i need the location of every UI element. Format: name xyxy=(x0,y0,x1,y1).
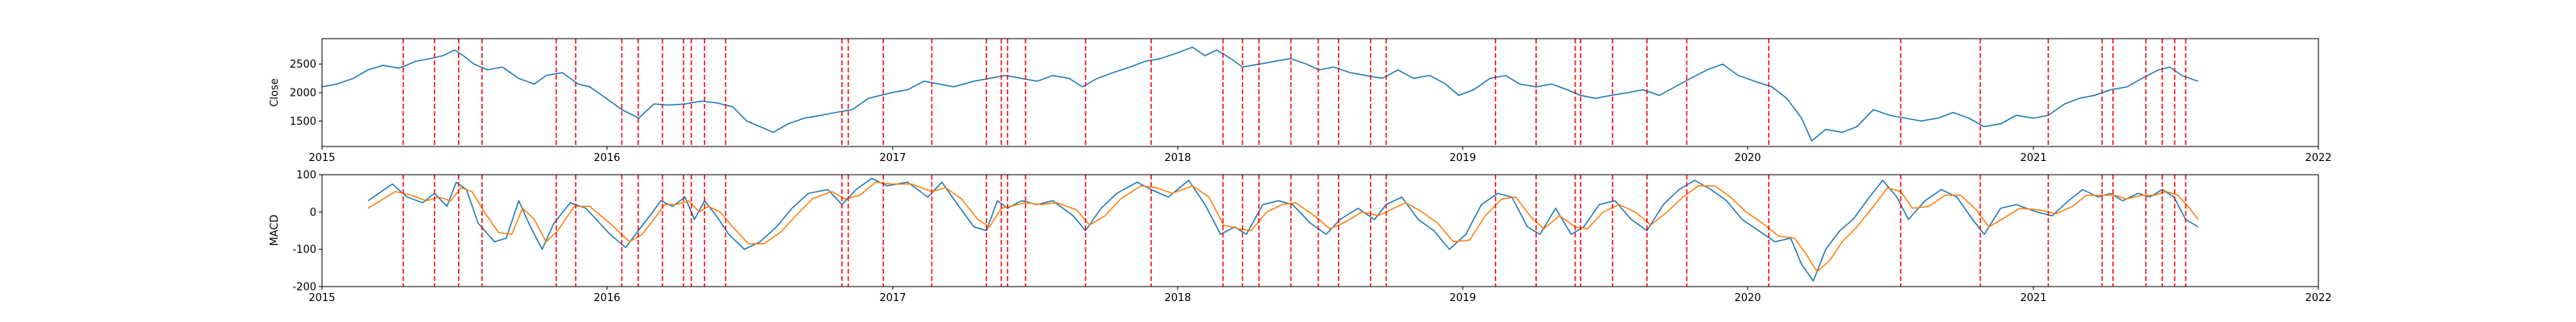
macd-series-line-1 xyxy=(367,181,2199,273)
close-x-tick-label-5: 2020 xyxy=(1734,152,1761,164)
close-y-tick-label-0: 1500 xyxy=(290,116,316,128)
close-x-tick-label-0: 2015 xyxy=(308,152,335,164)
close-x-tick-label-1: 2016 xyxy=(593,152,620,164)
macd-y-tick-label-2: 0 xyxy=(310,207,316,219)
macd-plot-frame xyxy=(321,174,2319,287)
close-x-tick-label-7: 2022 xyxy=(2305,152,2331,164)
close-price-panel: Close 2015 2016 2017 2018 2019 2020 2021 2022 15… xyxy=(269,38,2332,164)
macd-x-tick-label-6: 2021 xyxy=(2020,292,2046,304)
macd-x-tick-label-2: 2017 xyxy=(879,292,906,304)
macd-y-tick-label-1: -100 xyxy=(292,244,316,256)
close-x-tick-label-2: 2017 xyxy=(879,152,906,164)
macd-x-tick-label-7: 2022 xyxy=(2305,292,2331,304)
macd-panel: MACD 2015 2016 2017 2018 2019 2020 2021 2022 -20… xyxy=(269,170,2332,305)
macd-y-tick-label-3: 100 xyxy=(296,170,316,182)
macd-x-tick-label-0: 2015 xyxy=(308,292,335,304)
close-series-line-0 xyxy=(321,46,2198,142)
close-x-tick-label-3: 2018 xyxy=(1164,152,1191,164)
close-y-axis-title: Close xyxy=(269,78,281,106)
macd-y-axis-title: MACD xyxy=(269,215,281,246)
macd-x-tick-label-1: 2016 xyxy=(593,292,620,304)
close-x-tick-label-6: 2021 xyxy=(2020,152,2046,164)
close-y-tick-label-2: 2500 xyxy=(290,59,316,71)
macd-x-tick-label-3: 2018 xyxy=(1164,292,1191,304)
close-x-tick-label-4: 2019 xyxy=(1449,152,1476,164)
macd-y-tick-label-0: -200 xyxy=(292,282,316,294)
close-y-tick-label-1: 2000 xyxy=(290,88,316,100)
macd-x-tick-label-4: 2019 xyxy=(1449,292,1476,304)
macd-x-tick-label-5: 2020 xyxy=(1734,292,1761,304)
